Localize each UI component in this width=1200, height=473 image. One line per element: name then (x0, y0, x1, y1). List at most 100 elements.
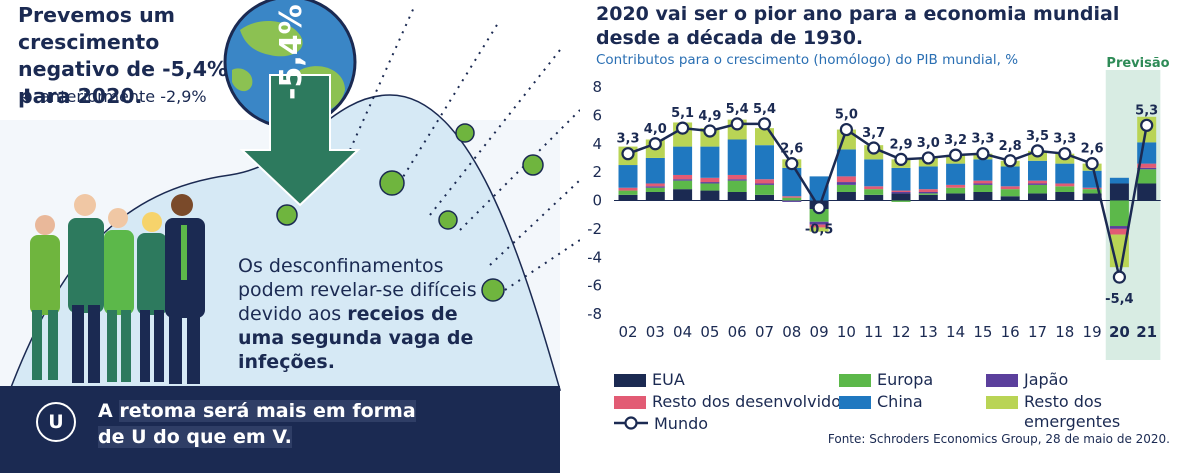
message-plain: Os desconfinamentos podem revelar-se dif… (238, 255, 477, 325)
bar-segment (946, 163, 966, 185)
world-point (1030, 144, 1045, 158)
bar-segment (755, 194, 774, 201)
bar-segment (727, 179, 747, 181)
legend-label: Resto dos emergentes (1024, 392, 1121, 431)
y-tick-label: 0 (592, 192, 602, 210)
bar-segment (700, 183, 720, 191)
bar-segment (673, 180, 693, 190)
forecast-label: Previsão (1106, 56, 1170, 71)
bar-segment (727, 139, 747, 175)
bar-segment (700, 146, 720, 178)
world-point (730, 117, 744, 131)
x-tick-label: 13 (919, 323, 938, 341)
bar-segment (755, 183, 774, 185)
bar-segment (645, 187, 665, 192)
bar-segment (1000, 166, 1020, 187)
bar-segment (836, 149, 856, 177)
bar-segment (1028, 183, 1047, 185)
world-point (785, 157, 799, 171)
x-tick-label: 10 (837, 323, 856, 341)
headline: Prevemos um crescimento negativo de -5,4… (18, 3, 228, 108)
legend-item: EUA (614, 370, 685, 390)
world-point (1112, 270, 1127, 284)
world-point (894, 152, 908, 166)
world-point (867, 141, 881, 155)
bar-segment (1000, 196, 1020, 201)
bar-segment (946, 193, 966, 201)
bar-segment (782, 200, 802, 202)
virus-icon (455, 123, 475, 143)
virus-icon (481, 278, 505, 302)
virus-icon (379, 170, 405, 196)
data-label: 3,7 (862, 126, 885, 141)
y-tick-label: 4 (592, 135, 602, 153)
data-label: 3,0 (917, 136, 940, 151)
bar-segment (891, 190, 911, 192)
bar-segment (918, 191, 938, 194)
chart-title: 2020 vai ser o pior ano para a economia … (596, 3, 1120, 49)
data-label: 3,3 (971, 132, 994, 147)
bar-segment (1082, 187, 1102, 190)
bar-segment (700, 190, 720, 201)
bar-segment (1137, 163, 1157, 168)
illustration-panel: Prevemos um crescimento negativo de -5,4… (0, 0, 580, 473)
data-label: 5,4 (753, 102, 776, 117)
legend-label: China (877, 392, 923, 411)
legend-label: Resto dos desenvolvidos (652, 392, 850, 411)
bar-segment (1109, 228, 1129, 235)
bar-segment (1137, 167, 1157, 170)
u-badge-icon: U (36, 402, 76, 442)
bar-segment (891, 200, 911, 202)
bar-segment (1082, 189, 1102, 194)
dotted-lines (349, 4, 580, 291)
data-label: 3,2 (944, 133, 967, 148)
world-point (812, 200, 826, 215)
legend-swatch (839, 374, 871, 387)
bar-segment (618, 187, 638, 191)
virus-icon (438, 210, 458, 230)
data-label: 5,1 (671, 106, 694, 121)
world-point (921, 151, 935, 165)
virus-icon (522, 154, 544, 176)
bar-segment (891, 193, 911, 201)
bar-segment (918, 193, 938, 195)
x-tick-label: 14 (946, 323, 965, 341)
world-point (648, 137, 662, 151)
bar-segment (1000, 186, 1020, 190)
data-label: 5,0 (835, 108, 858, 123)
world-point (976, 147, 990, 161)
y-tick-label: -8 (588, 305, 602, 323)
x-tick-label: 02 (618, 323, 637, 341)
data-label: 5,4 (726, 102, 749, 117)
down-arrow-small-icon: ⬇ (20, 86, 35, 106)
virus-icon (276, 204, 298, 226)
bar-segment (618, 190, 638, 195)
bar-segment (755, 179, 774, 184)
legend-swatch (614, 396, 646, 409)
globe-icon (223, 0, 357, 129)
bar-segment (973, 180, 993, 184)
legend-label: Europa (877, 370, 934, 389)
bar-segment (836, 184, 856, 192)
y-tick-label: -2 (588, 220, 602, 238)
virus-icons (276, 123, 544, 302)
bar-segment (673, 179, 693, 181)
x-tick-label: 06 (728, 323, 747, 341)
data-label: 5,3 (1135, 103, 1158, 118)
bar-segment (1109, 226, 1129, 229)
data-label: 2,6 (780, 142, 803, 157)
data-label: -5,4 (1105, 292, 1133, 307)
bar-segment (864, 186, 884, 190)
bar-segment (645, 186, 665, 188)
x-tick-label: 15 (973, 323, 992, 341)
x-tick-label: 08 (782, 323, 801, 341)
bar-segment (973, 183, 993, 185)
y-tick-label: -4 (588, 248, 602, 266)
bar-segment (782, 167, 802, 197)
bar-segment (673, 189, 693, 201)
world-point (621, 147, 635, 161)
bar-segment (809, 227, 829, 232)
legend-label: EUA (652, 370, 685, 389)
bar-segment (1028, 193, 1047, 201)
bar-segment (782, 197, 802, 201)
